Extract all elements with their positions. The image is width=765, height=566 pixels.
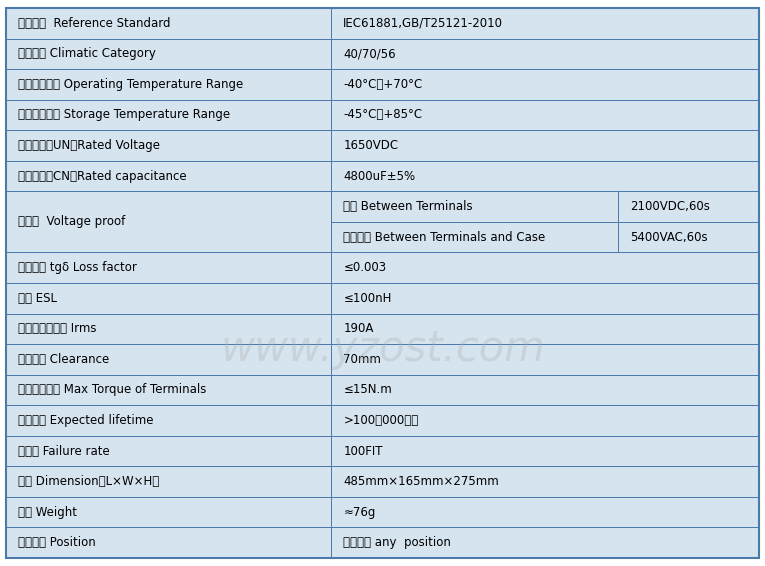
Text: 失效率 Failure rate: 失效率 Failure rate bbox=[18, 444, 109, 457]
Text: 预期寿命 Expected lifetime: 预期寿命 Expected lifetime bbox=[18, 414, 154, 427]
Bar bbox=[331, 436, 759, 466]
Bar bbox=[6, 314, 331, 344]
Text: 40/70/56: 40/70/56 bbox=[343, 48, 396, 61]
Text: ≤0.003: ≤0.003 bbox=[343, 261, 386, 274]
Text: 70mm: 70mm bbox=[343, 353, 381, 366]
Bar bbox=[6, 405, 331, 436]
Bar bbox=[6, 100, 331, 130]
Text: ≤15N.m: ≤15N.m bbox=[343, 383, 392, 396]
Bar bbox=[331, 130, 759, 161]
Bar bbox=[331, 161, 759, 191]
Text: 2100VDC,60s: 2100VDC,60s bbox=[630, 200, 710, 213]
Bar bbox=[331, 283, 759, 314]
Text: 介质损耗 tgδ Loss factor: 介质损耗 tgδ Loss factor bbox=[18, 261, 137, 274]
Text: 耗电压  Voltage proof: 耗电压 Voltage proof bbox=[18, 216, 125, 229]
Bar bbox=[6, 466, 331, 497]
Text: -45°C～+85°C: -45°C～+85°C bbox=[343, 109, 422, 122]
Bar bbox=[618, 191, 759, 222]
Text: IEC61881,GB/T25121-2010: IEC61881,GB/T25121-2010 bbox=[343, 17, 503, 30]
Bar bbox=[331, 69, 759, 100]
Text: 储存温度范围 Storage Temperature Range: 储存温度范围 Storage Temperature Range bbox=[18, 109, 230, 122]
Bar bbox=[6, 436, 331, 466]
Text: www.yzost.com: www.yzost.com bbox=[220, 328, 545, 370]
Bar bbox=[331, 466, 759, 497]
Text: 极壳之间 Between Terminals and Case: 极壳之间 Between Terminals and Case bbox=[343, 231, 545, 244]
Text: 工作温度范围 Operating Temperature Range: 工作温度范围 Operating Temperature Range bbox=[18, 78, 243, 91]
Bar bbox=[6, 528, 331, 558]
Text: 重量 Weight: 重量 Weight bbox=[18, 505, 77, 518]
Bar bbox=[331, 38, 759, 69]
Text: 尺寸 Dimension（L×W×H）: 尺寸 Dimension（L×W×H） bbox=[18, 475, 159, 488]
Bar bbox=[6, 130, 331, 161]
Text: 1650VDC: 1650VDC bbox=[343, 139, 399, 152]
Bar bbox=[6, 283, 331, 314]
Bar bbox=[331, 405, 759, 436]
Text: 电气间隙 Clearance: 电气间隙 Clearance bbox=[18, 353, 109, 366]
Text: 极间 Between Terminals: 极间 Between Terminals bbox=[343, 200, 473, 213]
Text: 自感 ESL: 自感 ESL bbox=[18, 292, 57, 305]
Text: 纹波电流有效值 Irms: 纹波电流有效值 Irms bbox=[18, 322, 96, 335]
Bar bbox=[6, 191, 331, 252]
Bar bbox=[6, 375, 331, 405]
Bar bbox=[331, 528, 759, 558]
Bar bbox=[6, 69, 331, 100]
Bar bbox=[6, 161, 331, 191]
Text: 额定容量（CN）Rated capacitance: 额定容量（CN）Rated capacitance bbox=[18, 170, 187, 183]
Text: 引用标准  Reference Standard: 引用标准 Reference Standard bbox=[18, 17, 171, 30]
Text: 安装位置 Position: 安装位置 Position bbox=[18, 536, 96, 549]
Text: >100，000小时: >100，000小时 bbox=[343, 414, 418, 427]
Bar bbox=[6, 497, 331, 528]
Bar bbox=[331, 344, 759, 375]
Text: 4800uF±5%: 4800uF±5% bbox=[343, 170, 415, 183]
Text: -40°C～+70°C: -40°C～+70°C bbox=[343, 78, 422, 91]
Text: 190A: 190A bbox=[343, 322, 373, 335]
Text: 100FIT: 100FIT bbox=[343, 444, 382, 457]
Text: 5400VAC,60s: 5400VAC,60s bbox=[630, 231, 708, 244]
Bar bbox=[618, 222, 759, 252]
Text: ≤100nH: ≤100nH bbox=[343, 292, 392, 305]
Text: ≈76g: ≈76g bbox=[343, 505, 376, 518]
Bar bbox=[331, 191, 618, 222]
Text: 485mm×165mm×275mm: 485mm×165mm×275mm bbox=[343, 475, 499, 488]
Bar bbox=[6, 8, 331, 38]
Bar bbox=[331, 100, 759, 130]
Bar bbox=[331, 8, 759, 38]
Bar bbox=[331, 252, 759, 283]
Bar bbox=[6, 344, 331, 375]
Bar bbox=[6, 38, 331, 69]
Bar bbox=[331, 222, 618, 252]
Bar bbox=[331, 375, 759, 405]
Text: 气候类别 Climatic Category: 气候类别 Climatic Category bbox=[18, 48, 156, 61]
Text: 任意位置 any  position: 任意位置 any position bbox=[343, 536, 451, 549]
Bar bbox=[331, 497, 759, 528]
Bar bbox=[331, 314, 759, 344]
Text: 额定电压（UN）Rated Voltage: 额定电压（UN）Rated Voltage bbox=[18, 139, 160, 152]
Bar bbox=[6, 252, 331, 283]
Text: 最大电极拧矩 Max Torque of Terminals: 最大电极拧矩 Max Torque of Terminals bbox=[18, 383, 207, 396]
